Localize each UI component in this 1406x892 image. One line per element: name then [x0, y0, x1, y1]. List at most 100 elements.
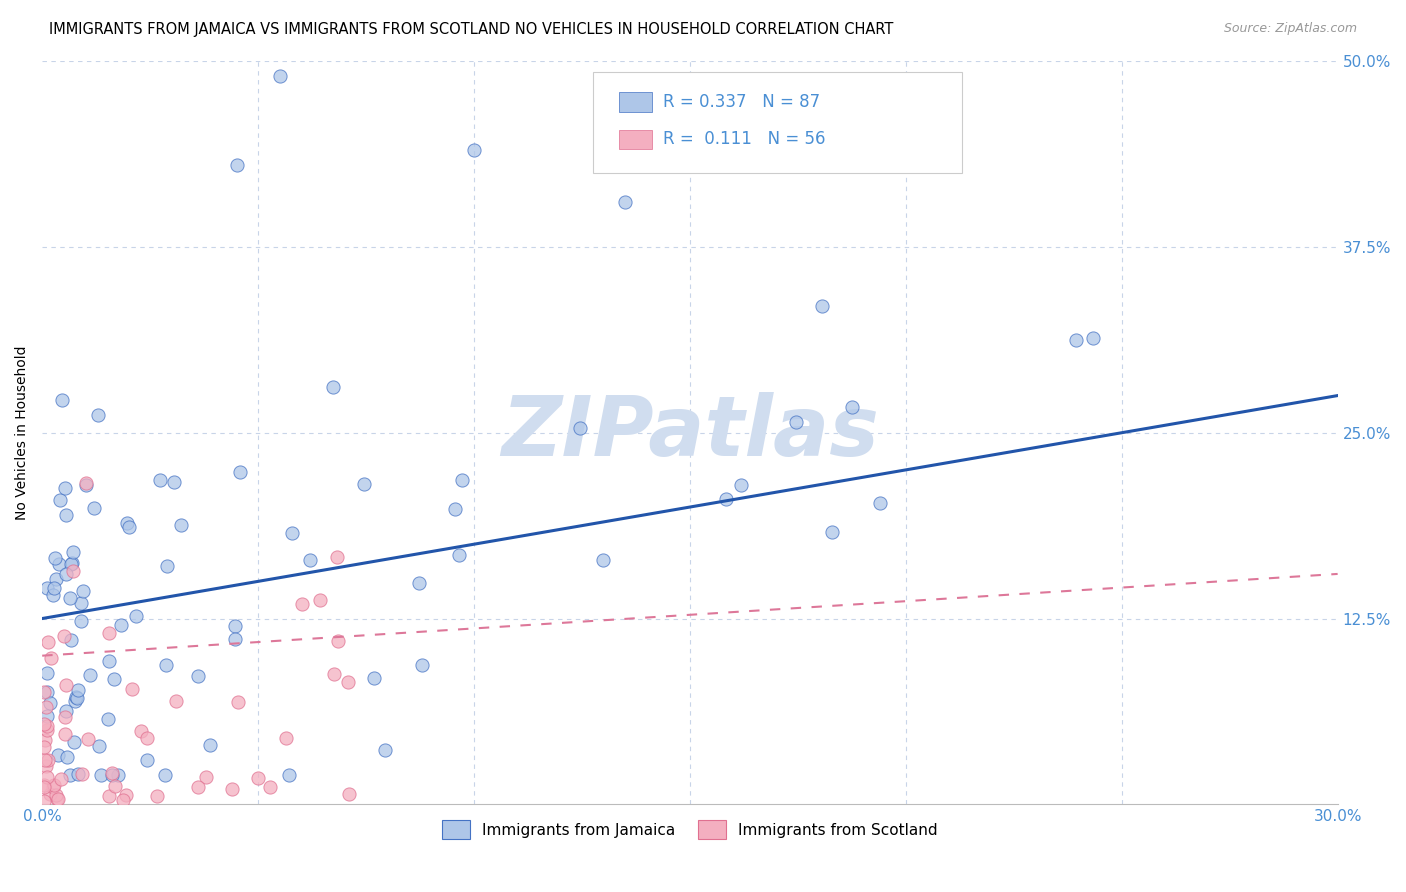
Point [163, 475, 186, 490]
Point [34, 699, 56, 714]
Point [35, 770, 58, 784]
FancyBboxPatch shape [593, 72, 962, 173]
Point [98, 789, 121, 803]
Point [76, 731, 98, 746]
Point [592, 553, 614, 567]
Point [135, 731, 157, 745]
Point [51, 393, 73, 408]
Point [45, 788, 67, 802]
Point [277, 767, 299, 781]
Point [194, 770, 217, 784]
Point [115, 789, 138, 803]
Point [229, 465, 252, 479]
Point [135, 753, 157, 767]
Point [337, 674, 360, 689]
Y-axis label: No Vehicles in Household: No Vehicles in Household [15, 345, 30, 520]
Point [785, 416, 807, 430]
Point [614, 195, 637, 210]
Point [89, 739, 111, 754]
Text: ZIPatlas: ZIPatlas [501, 392, 879, 474]
Point [53, 481, 76, 495]
Point [298, 553, 321, 567]
Point [66, 690, 89, 705]
Point [97, 626, 120, 640]
Point [170, 518, 193, 533]
Point [38, 787, 60, 801]
Point [65, 690, 87, 705]
Point [34, 685, 56, 699]
FancyBboxPatch shape [619, 93, 652, 112]
Point [104, 779, 127, 793]
Point [187, 669, 209, 683]
Point [46, 792, 69, 806]
Point [110, 618, 132, 632]
Point [226, 695, 249, 709]
Point [52, 629, 75, 643]
Point [121, 681, 143, 696]
Point [97, 654, 120, 668]
Point [63, 735, 86, 749]
Point [447, 548, 470, 562]
Point [62, 545, 84, 559]
Point [869, 496, 891, 510]
Point [107, 767, 129, 781]
Point [55, 508, 77, 522]
Point [45, 572, 67, 586]
Point [101, 767, 124, 781]
Point [323, 666, 346, 681]
Point [69, 596, 91, 610]
Point [259, 780, 281, 794]
Point [35, 758, 58, 772]
Point [90, 767, 112, 781]
Point [444, 501, 467, 516]
Point [60, 556, 83, 570]
Point [451, 473, 474, 487]
Point [337, 787, 360, 801]
Point [48, 557, 70, 571]
Point [44, 778, 66, 792]
Point [714, 492, 737, 507]
Point [46, 792, 69, 806]
Point [86, 409, 108, 423]
Point [59, 633, 82, 648]
Point [41, 588, 63, 602]
Point [103, 672, 125, 686]
Point [37, 635, 59, 649]
Point [49, 492, 72, 507]
Point [156, 558, 179, 573]
Point [67, 683, 90, 698]
Point [247, 771, 270, 785]
Point [53, 727, 76, 741]
Point [48, 747, 70, 762]
Point [353, 477, 375, 491]
Point [276, 731, 298, 745]
Point [153, 767, 176, 781]
Point [224, 619, 246, 633]
Point [53, 710, 76, 724]
Point [34, 740, 56, 755]
Point [56, 749, 79, 764]
Point [35, 665, 58, 680]
Point [224, 632, 246, 646]
Point [34, 780, 56, 795]
Point [125, 609, 148, 624]
Point [37, 719, 59, 733]
Point [62, 564, 84, 578]
Point [34, 733, 56, 747]
Point [55, 678, 77, 692]
Point [198, 739, 221, 753]
Point [37, 753, 59, 767]
Point [35, 685, 58, 699]
Point [291, 597, 314, 611]
Point [841, 400, 863, 414]
Point [35, 708, 58, 723]
Point [75, 475, 97, 490]
Point [280, 525, 302, 540]
Point [35, 723, 58, 737]
Text: IMMIGRANTS FROM JAMAICA VS IMMIGRANTS FROM SCOTLAND NO VEHICLES IN HOUSEHOLD COR: IMMIGRANTS FROM JAMAICA VS IMMIGRANTS FR… [49, 22, 894, 37]
Point [51, 772, 73, 787]
Point [42, 581, 65, 595]
Point [72, 584, 94, 599]
Point [63, 694, 86, 708]
Point [146, 789, 169, 803]
